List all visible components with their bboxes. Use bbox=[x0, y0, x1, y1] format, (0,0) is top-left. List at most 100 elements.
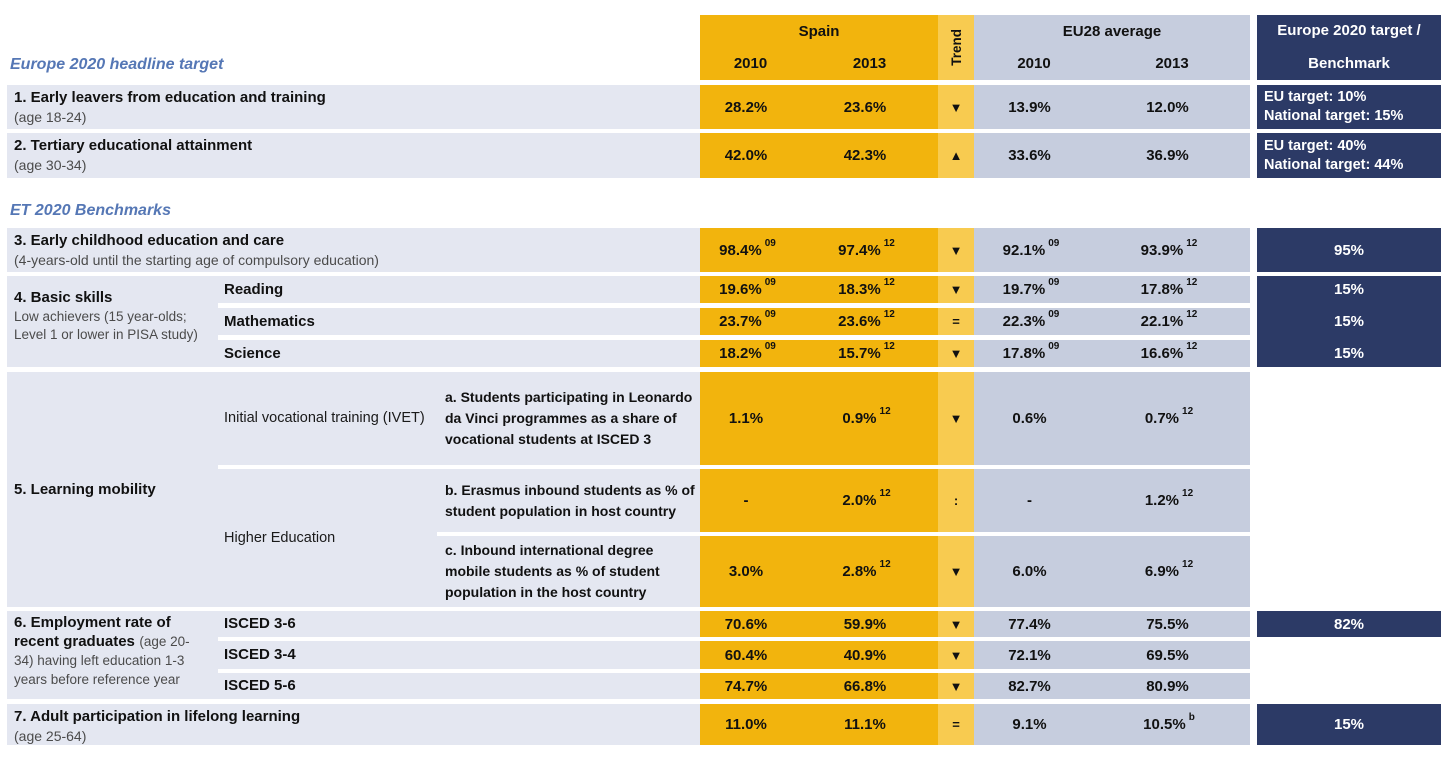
subrow-label-cell: ISCED 3-6 bbox=[218, 611, 700, 637]
benchmark-value: 82% bbox=[1333, 615, 1365, 633]
spain-values-cell: 19.6% 09 18.3% 12 bbox=[700, 276, 938, 303]
spain-values-cell: - 2.0% 12 bbox=[700, 469, 938, 532]
headline-section-heading: Europe 2020 headline target bbox=[10, 56, 224, 73]
eu-values-cell: - 1.2% 12 bbox=[974, 469, 1250, 532]
header-eu-2010: 2010 bbox=[1017, 55, 1051, 73]
row-early-leavers: 1. Early leavers from education and trai… bbox=[0, 85, 1456, 129]
header-eu-years: 2010 2013 bbox=[974, 48, 1250, 81]
spain-2010-value: 60.4% bbox=[724, 646, 768, 664]
spain-2010-value: 70.6% bbox=[724, 615, 768, 633]
eu-values-cell: 82.7% 80.9% bbox=[974, 673, 1250, 699]
spain-2010-value: 19.6% 09 bbox=[719, 277, 776, 298]
trend-symbol: : bbox=[953, 493, 959, 508]
subrow-label-cell: ISCED 5-6 bbox=[218, 673, 700, 699]
spain-values-cell: 3.0% 2.8% 12 bbox=[700, 536, 938, 607]
indicator-desc: b. Erasmus inbound students as % of stud… bbox=[445, 481, 695, 519]
row-subtitle: (age 25-64) bbox=[14, 728, 87, 744]
header-target-line2: Benchmark bbox=[1308, 55, 1390, 72]
section-title-wrap: 6. Employment rate of recent graduates (… bbox=[14, 613, 206, 689]
benchmark-value: 15% bbox=[1333, 345, 1365, 362]
benchmark-cell: EU target: 40% National target: 44% bbox=[1257, 133, 1441, 178]
spain-values-cell: 1.1% 0.9% 12 bbox=[700, 372, 938, 465]
row-mobility-erasmus: b. Erasmus inbound students as % of stud… bbox=[0, 469, 1456, 532]
section-employment-label-cell: 6. Employment rate of recent graduates (… bbox=[7, 611, 218, 699]
header-spain-label: Spain bbox=[798, 22, 840, 40]
trend-symbol: ▼ bbox=[949, 242, 963, 258]
eu-2013-value: 22.1% 12 bbox=[1140, 309, 1198, 330]
trend-cell: = bbox=[938, 704, 974, 745]
benchmark-cell: 95% bbox=[1257, 228, 1441, 272]
spain-2010-value: 1.1% bbox=[728, 410, 764, 427]
trend-cell: : bbox=[938, 469, 974, 532]
spain-2010-value: 3.0% bbox=[728, 563, 764, 580]
header-eu-group: EU28 average 2010 2013 bbox=[974, 15, 1250, 80]
eu-values-cell: 0.6% 0.7% 12 bbox=[974, 372, 1250, 465]
trend-cell: ▼ bbox=[938, 85, 974, 129]
trend-cell: ▼ bbox=[938, 372, 974, 465]
indicator-desc: a. Students participating in Leonardo da… bbox=[445, 389, 693, 447]
trend-symbol: ▼ bbox=[949, 678, 963, 694]
trend-symbol: ▼ bbox=[949, 99, 963, 115]
section-basic-skills-label-cell: 4. Basic skills Low achievers (15 year-o… bbox=[7, 276, 218, 367]
spain-values-cell: 60.4% 40.9% bbox=[700, 641, 938, 669]
eu-2013-value: 1.2% 12 bbox=[1144, 488, 1194, 509]
trend-cell: ▼ bbox=[938, 276, 974, 303]
benchmark-line: National target: 15% bbox=[1264, 108, 1404, 124]
eu-values-cell: 13.9% 12.0% bbox=[974, 85, 1250, 129]
eu-2013-value: 16.6% 12 bbox=[1140, 341, 1198, 362]
benchmark-line: EU target: 40% bbox=[1264, 137, 1367, 154]
trend-symbol: = bbox=[952, 314, 960, 329]
benchmark-value: 15% bbox=[1333, 716, 1365, 733]
row-label-cell: 3. Early childhood education and care (4… bbox=[7, 228, 700, 272]
eu-values-cell: 77.4% 75.5% bbox=[974, 611, 1250, 637]
indicator-desc: c. Inbound international degree mobile s… bbox=[445, 542, 660, 600]
trend-symbol: ▼ bbox=[949, 411, 963, 426]
header-eu-cell: EU28 average 2010 2013 bbox=[974, 15, 1250, 80]
eu-2010-value: 33.6% bbox=[1008, 147, 1051, 164]
trend-symbol: ▼ bbox=[949, 346, 963, 361]
eu-2010-value: 0.6% bbox=[1012, 410, 1047, 427]
subrow-title: Mathematics bbox=[224, 312, 315, 330]
indicator-desc-cell: b. Erasmus inbound students as % of stud… bbox=[437, 469, 700, 532]
spain-2013-value: 2.8% 12 bbox=[842, 559, 891, 580]
eu-2013-value: 80.9% bbox=[1146, 677, 1189, 695]
row-mobility-degree-students: c. Inbound international degree mobile s… bbox=[0, 536, 1456, 607]
ivet-label-cell: Initial vocational training (IVET) bbox=[218, 372, 437, 465]
trend-symbol: ▼ bbox=[949, 282, 963, 297]
eu-2010-value: 72.1% bbox=[1008, 646, 1051, 664]
row-employment-isced-3-6: ISCED 3-6 70.6% 59.9% ▼ 77.4% 75.5% 82% bbox=[0, 611, 1456, 637]
spain-values-cell: 28.2% 23.6% bbox=[700, 85, 938, 129]
row-subtitle: (4-years-old until the starting age of c… bbox=[14, 252, 379, 268]
spain-values-cell: 18.2% 09 15.7% 12 bbox=[700, 340, 938, 367]
benchmark-cell: EU target: 10% National target: 15% bbox=[1257, 85, 1441, 129]
eu-values-cell: 92.1% 09 93.9% 12 bbox=[974, 228, 1250, 272]
spain-values-cell: 11.0% 11.1% bbox=[700, 704, 938, 745]
row-basic-skills-reading: Reading 19.6% 09 18.3% 12 ▼ 19.7% 09 17.8% 1… bbox=[0, 276, 1456, 303]
benchmarks-section-heading: ET 2020 Benchmarks bbox=[10, 202, 171, 219]
header-spain-group: Spain 2010 2013 bbox=[700, 15, 938, 80]
spain-2013-value: 66.8% bbox=[843, 677, 887, 695]
section-title: 6. Employment rate of recent graduates bbox=[14, 614, 171, 650]
spain-2013-value: 97.4% 12 bbox=[838, 237, 895, 259]
spain-values-cell: 70.6% 59.9% bbox=[700, 611, 938, 637]
eu-2010-value: 6.0% bbox=[1012, 563, 1047, 580]
trend-cell: ▼ bbox=[938, 536, 974, 607]
benchmark-line: National target: 44% bbox=[1264, 156, 1404, 173]
eu-2013-value: 36.9% bbox=[1146, 147, 1189, 164]
spain-2013-value: 18.3% 12 bbox=[838, 277, 895, 298]
row-label-cell: 2. Tertiary educational attainment (age … bbox=[7, 133, 700, 178]
trend-symbol: = bbox=[952, 717, 960, 732]
benchmark-cell: 15% bbox=[1257, 704, 1441, 745]
spain-values-cell: 98.4% 09 97.4% 12 bbox=[700, 228, 938, 272]
subrow-label-cell: Mathematics bbox=[218, 308, 700, 335]
spain-2013-value: 2.0% 12 bbox=[842, 488, 891, 509]
row-basic-skills-mathematics: Mathematics 23.7% 09 23.6% 12 = 22.3% 09 22… bbox=[0, 308, 1456, 335]
spain-values-cell: 74.7% 66.8% bbox=[700, 673, 938, 699]
row-title: 2. Tertiary educational attainment bbox=[14, 137, 253, 154]
benchmark-value: 95% bbox=[1333, 241, 1365, 259]
section-learning-mobility-label-cell: 5. Learning mobility bbox=[7, 372, 218, 607]
eu-2013-value: 10.5% b bbox=[1143, 712, 1195, 733]
row-employment-isced-5-6: ISCED 5-6 74.7% 66.8% ▼ 82.7% 80.9% bbox=[0, 673, 1456, 699]
ivet-label: Initial vocational training (IVET) bbox=[224, 410, 425, 426]
